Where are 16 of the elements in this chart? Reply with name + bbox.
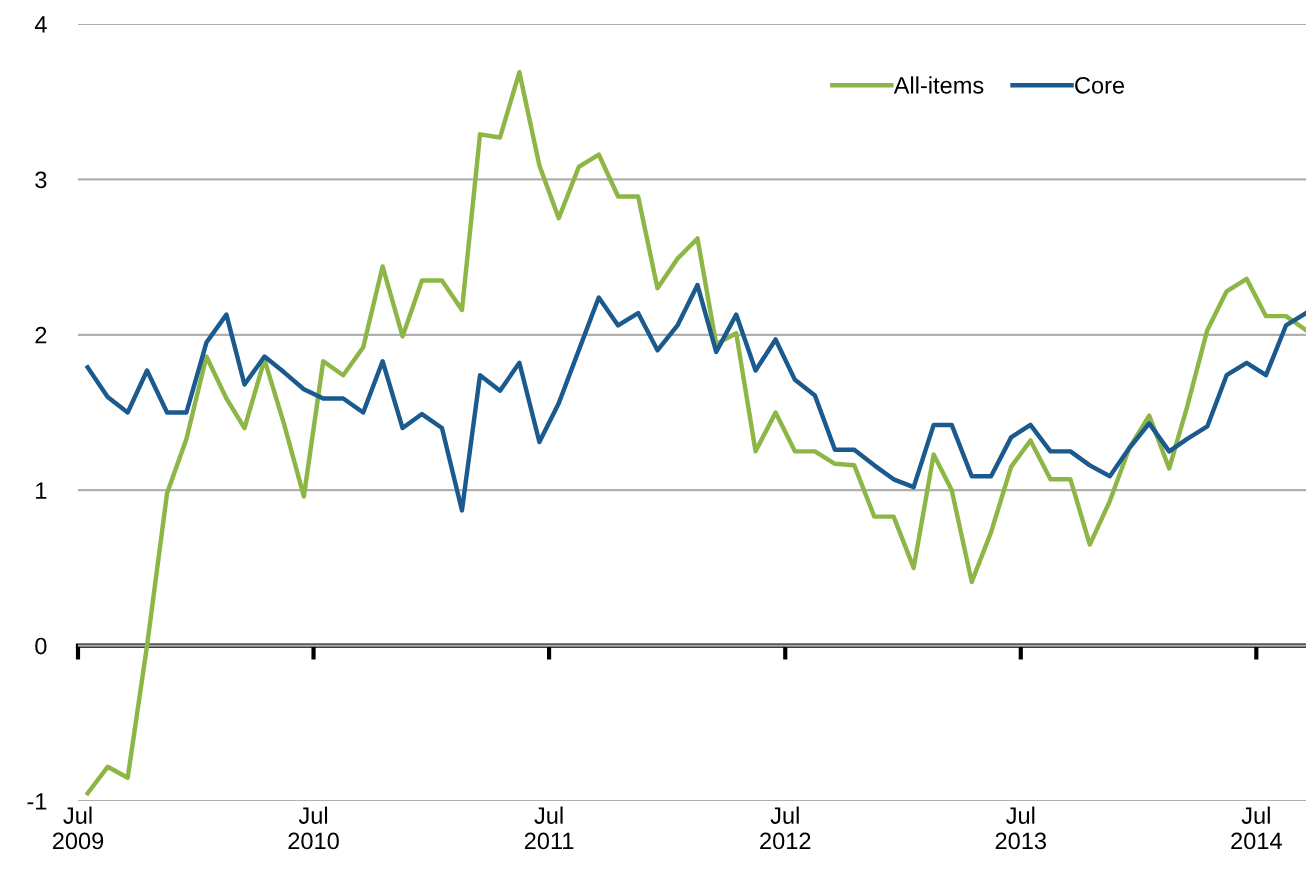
x-tick-label: Jul 2014	[1231, 806, 1282, 850]
y-tick-label: 0	[35, 637, 47, 655]
x-tick-label: Jul 2013	[995, 806, 1047, 850]
x-tick-label: Jul 2012	[760, 806, 811, 850]
legend-label: Core	[1075, 76, 1125, 94]
y-tick-label: 2	[35, 326, 47, 344]
x-tick-label: Jul 2009	[52, 806, 104, 850]
x-tick-label: Jul 2011	[524, 806, 574, 850]
line-series	[85, 282, 1306, 513]
legend-label: All-items	[893, 76, 984, 94]
line-series	[85, 69, 1306, 796]
y-tick-label: 4	[34, 16, 47, 33]
y-tick-label: 3	[35, 171, 47, 189]
x-tick-label: Jul 2010	[288, 806, 339, 850]
y-tick-label: -1	[27, 793, 47, 810]
y-tick-label: 1	[36, 482, 47, 499]
